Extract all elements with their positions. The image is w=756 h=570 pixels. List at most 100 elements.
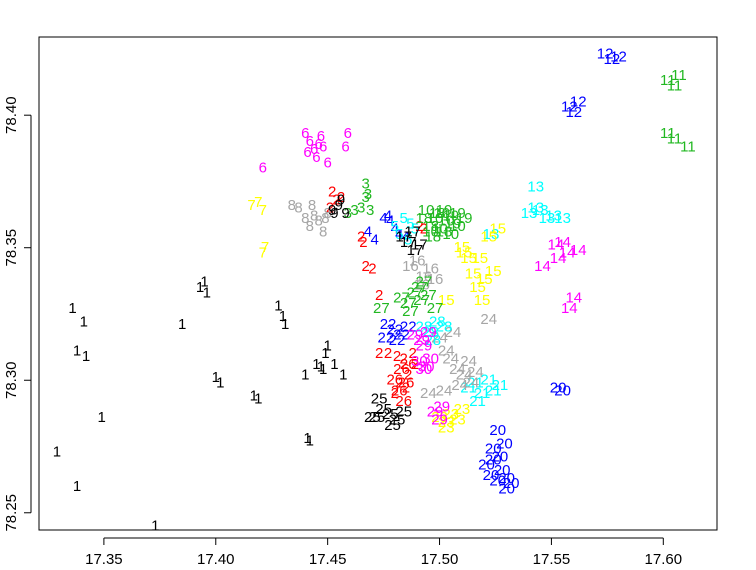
data-point-group-4: 4 — [384, 207, 392, 224]
data-point-group-30: 30 — [418, 358, 435, 375]
data-point-group-2: 2 — [362, 258, 370, 275]
data-point-group-1: 1 — [306, 433, 314, 450]
data-point-group-26: 26 — [395, 393, 412, 410]
data-point-group-6: 6 — [319, 138, 327, 155]
data-point-group-1: 1 — [319, 361, 327, 378]
data-point-group-28: 28 — [424, 332, 441, 349]
data-point-group-19: 19 — [436, 202, 453, 219]
data-point-group-18: 18 — [416, 210, 433, 227]
data-point-group-2: 2 — [395, 374, 403, 391]
y-tick-label: 78.30 — [3, 361, 20, 399]
data-point-group-8: 8 — [294, 199, 302, 216]
data-point-group-13: 13 — [521, 205, 538, 222]
data-point-group-26: 26 — [386, 372, 403, 389]
data-point-group-1: 1 — [312, 356, 320, 373]
data-point-group-4: 4 — [370, 231, 378, 248]
data-point-group-15: 15 — [485, 263, 502, 280]
data-point-group-1: 1 — [203, 284, 211, 301]
data-point-group-30: 30 — [416, 361, 433, 378]
data-point-group-28: 28 — [429, 313, 446, 330]
data-point-group-2: 2 — [402, 380, 410, 397]
data-point-group-20: 20 — [498, 480, 515, 497]
data-point-group-10: 10 — [449, 218, 466, 235]
data-point-group-9: 9 — [328, 202, 336, 219]
data-point-group-25: 25 — [389, 412, 406, 429]
data-point-group-17: 17 — [407, 242, 424, 259]
data-point-group-14: 14 — [548, 237, 565, 254]
data-point-group-3: 3 — [350, 202, 358, 219]
data-point-group-5: 5 — [395, 226, 403, 243]
data-point-group-20: 20 — [496, 435, 513, 452]
data-point-group-24: 24 — [420, 385, 437, 402]
y-tick-label: 78.25 — [3, 494, 20, 532]
data-point-group-18: 18 — [429, 205, 446, 222]
data-point-group-8: 8 — [321, 210, 329, 227]
data-point-group-28: 28 — [422, 324, 439, 341]
data-point-group-19: 19 — [445, 215, 462, 232]
data-point-group-6: 6 — [303, 144, 311, 161]
data-point-group-2: 2 — [415, 218, 423, 235]
data-point-group-14: 14 — [570, 242, 587, 259]
data-point-group-2: 2 — [404, 366, 412, 383]
data-point-group-4: 4 — [391, 221, 399, 238]
data-point-group-11: 11 — [660, 125, 676, 142]
data-point-group-15: 15 — [460, 250, 477, 267]
data-point-group-6: 6 — [306, 133, 314, 150]
data-point-group-20: 20 — [489, 422, 506, 439]
data-point-group-27: 27 — [373, 300, 390, 317]
data-point-group-8: 8 — [323, 205, 331, 222]
data-point-group-11: 11 — [671, 67, 687, 84]
data-point-group-28: 28 — [416, 319, 433, 336]
data-point-group-16: 16 — [402, 258, 419, 275]
data-point-group-27: 27 — [407, 284, 424, 301]
data-point-group-12: 12 — [570, 93, 587, 110]
data-point-group-27: 27 — [402, 303, 419, 320]
data-point-group-22: 22 — [393, 327, 410, 344]
data-point-group-29: 29 — [407, 327, 424, 344]
data-point-group-26: 26 — [393, 361, 410, 378]
data-point-group-1: 1 — [317, 358, 325, 375]
data-point-group-15: 15 — [438, 292, 455, 309]
data-point-group-13: 13 — [532, 202, 549, 219]
data-point-group-2: 2 — [368, 260, 376, 277]
data-point-group-26: 26 — [391, 382, 408, 399]
data-point-group-23: 23 — [454, 401, 471, 418]
data-point-group-8: 8 — [288, 197, 296, 214]
data-point-group-18: 18 — [424, 229, 441, 246]
data-point-group-1: 1 — [303, 430, 311, 447]
data-point-group-4: 4 — [395, 226, 403, 243]
data-point-group-1: 1 — [330, 356, 338, 373]
data-point-group-14: 14 — [565, 290, 582, 307]
data-point-group-20: 20 — [489, 472, 506, 489]
data-point-group-6: 6 — [317, 128, 325, 145]
data-point-group-27: 27 — [416, 274, 433, 291]
data-point-group-24: 24 — [445, 324, 462, 341]
data-point-group-2: 2 — [384, 345, 392, 362]
data-point-group-3: 3 — [344, 205, 352, 222]
data-point-group-20: 20 — [554, 382, 571, 399]
data-point-group-1: 1 — [321, 345, 329, 362]
data-point-group-12: 12 — [565, 104, 582, 121]
data-point-group-10: 10 — [427, 210, 444, 227]
data-point-group-21: 21 — [485, 382, 502, 399]
data-point-group-4: 4 — [379, 210, 387, 227]
data-point-group-8: 8 — [310, 207, 318, 224]
data-point-group-4: 4 — [386, 213, 394, 230]
data-point-group-15: 15 — [471, 250, 488, 267]
data-point-group-16: 16 — [427, 271, 444, 288]
data-point-group-2: 2 — [420, 221, 428, 238]
data-point-group-1: 1 — [281, 316, 289, 333]
data-point-group-15: 15 — [480, 229, 497, 246]
data-point-group-6: 6 — [259, 160, 267, 177]
data-point-group-29: 29 — [416, 337, 433, 354]
data-point-group-30: 30 — [422, 351, 439, 368]
data-point-group-2: 2 — [391, 385, 399, 402]
data-point-group-2: 2 — [357, 229, 365, 246]
data-point-group-20: 20 — [494, 462, 511, 479]
data-point-group-6: 6 — [301, 125, 309, 142]
data-point-group-1: 1 — [68, 300, 76, 317]
data-point-group-8: 8 — [306, 218, 314, 235]
data-point-group-20: 20 — [492, 449, 509, 466]
data-point-group-29: 29 — [420, 324, 437, 341]
